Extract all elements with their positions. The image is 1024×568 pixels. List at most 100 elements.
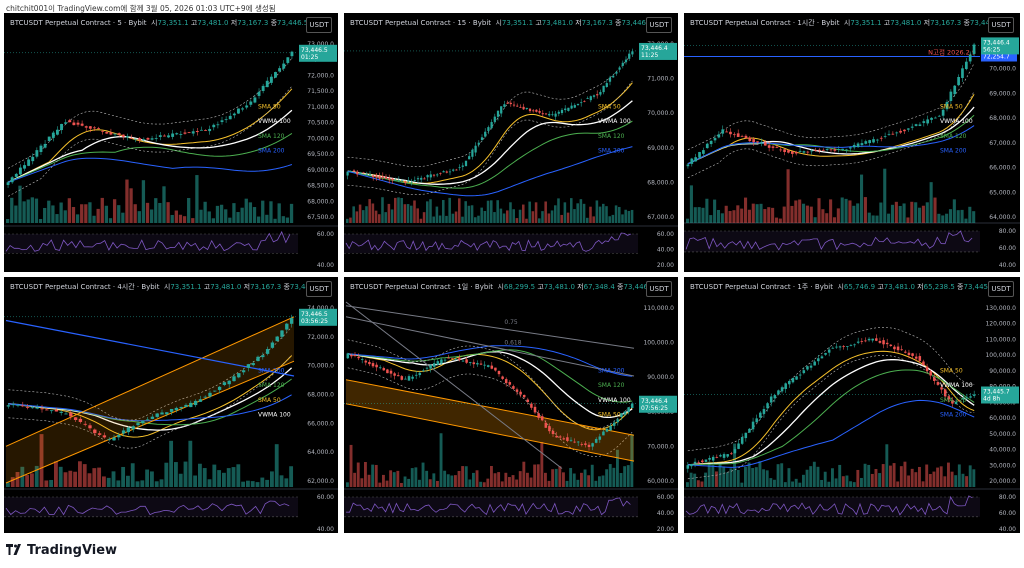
candle-body (895, 132, 899, 134)
candle-body (83, 423, 87, 425)
last-price-tag (299, 44, 337, 62)
volume-bar (285, 217, 290, 223)
rsi-tick-label: 20.00 (657, 262, 674, 269)
candle-body (945, 101, 949, 110)
price-tick-label: 70,000.0 (647, 110, 674, 117)
candle-body (6, 405, 11, 407)
rsi-tick-label: 80.00 (999, 494, 1016, 501)
currency-button[interactable]: USDT (988, 281, 1014, 297)
volume-bar (709, 215, 713, 223)
candle-body (760, 142, 763, 144)
volume-bar (346, 218, 349, 223)
candle-body (503, 104, 506, 107)
candle-body (93, 127, 96, 129)
candle-body (18, 167, 22, 175)
candle-body (472, 362, 476, 365)
candle-body (346, 171, 349, 176)
volume-bar (117, 205, 121, 223)
chart-panel-5m[interactable]: BTCUSDT Perpetual Contract · 5 · Bybit 시… (4, 13, 338, 272)
volume-bar (445, 215, 448, 223)
volume-bar (829, 199, 833, 223)
volume-bar (834, 478, 838, 487)
band-upper-line (347, 52, 633, 168)
candle-body (487, 127, 490, 131)
volume-bar (533, 464, 537, 487)
band-lower-line (347, 367, 633, 457)
volume-bar (217, 470, 222, 487)
candle-body (506, 102, 509, 104)
candle-body (573, 441, 576, 443)
candle-body (187, 132, 191, 133)
volume-bar (798, 482, 802, 487)
rsi-tick-label: 60.00 (317, 494, 334, 501)
volume-bar (729, 468, 733, 487)
rsi-tick-label: 60.00 (317, 231, 334, 238)
rsi-tick-label: 60.00 (999, 245, 1016, 252)
candle-body (468, 156, 471, 160)
volume-bar (534, 202, 538, 223)
volume-bar (403, 204, 407, 223)
rsi-tick-label: 60.00 (999, 510, 1016, 517)
candle-body (378, 176, 381, 179)
chart-panel-1h[interactable]: BTCUSDT Perpetual Contract · 1시간 · Bybit… (684, 13, 1020, 272)
volume-bar (129, 188, 133, 223)
volume-bar (590, 464, 594, 487)
currency-button[interactable]: USDT (306, 17, 332, 33)
candle-body (397, 180, 400, 181)
candle-body (598, 436, 602, 440)
volume-bar (374, 464, 378, 487)
volume-bar (470, 205, 474, 223)
candle-body (573, 105, 576, 108)
band-lower-line (687, 91, 975, 179)
candle-body (500, 106, 503, 114)
candle-body (628, 53, 631, 59)
chart-panel-1d[interactable]: BTCUSDT Perpetual Contract · 1일 · Bybit … (344, 277, 678, 533)
volume-bar (608, 464, 612, 487)
volume-bar (145, 469, 150, 487)
volume-bar (928, 474, 932, 487)
rsi-line (685, 495, 973, 516)
volume-bar (44, 480, 49, 487)
volume-bar (464, 201, 467, 223)
volume-bar (626, 465, 630, 487)
volume-bar (522, 461, 526, 487)
candle-body (212, 124, 216, 128)
candle-body (845, 149, 848, 151)
candle-body (447, 357, 450, 359)
chart-panel-15m[interactable]: BTCUSDT Perpetual Contract · 15 · Bybit … (344, 13, 678, 272)
volume-bar (787, 468, 791, 487)
candle-body (72, 122, 76, 126)
price-tick-label: 68,000.0 (307, 392, 334, 399)
currency-button[interactable]: USDT (306, 281, 332, 297)
volume-bar (63, 472, 68, 487)
chart-panel-1w[interactable]: BTCUSDT Perpetual Contract · 1주 · Bybit … (684, 277, 1020, 533)
candle-body (756, 141, 759, 143)
currency-button[interactable]: USDT (646, 281, 672, 297)
candle-body (232, 113, 236, 116)
volume-bar (406, 204, 410, 223)
candle-body (261, 85, 265, 92)
candle-body (748, 137, 752, 142)
volume-bar (878, 473, 882, 487)
volume-bar (385, 480, 389, 487)
chart-panel-4h[interactable]: BTCUSDT Perpetual Contract · 4시간 · Bybit… (4, 277, 338, 533)
volume-bar (589, 206, 592, 223)
candle-body (968, 54, 972, 62)
candle-body (388, 177, 391, 180)
volume-bar (890, 204, 895, 223)
candle-body (43, 143, 47, 148)
rsi-band (344, 234, 638, 254)
candle-body (512, 104, 516, 106)
candle-body (954, 401, 958, 405)
currency-button[interactable]: USDT (646, 17, 672, 33)
currency-button[interactable]: USDT (988, 17, 1014, 33)
candle-body (217, 386, 222, 390)
volume-bar (284, 478, 289, 487)
volume-bar (605, 206, 608, 223)
candle-body (900, 349, 903, 351)
candle-body (130, 137, 133, 139)
volume-bar (718, 463, 722, 487)
volume-bar (939, 466, 943, 487)
volume-bar (368, 199, 371, 223)
volume-bar (715, 471, 718, 487)
